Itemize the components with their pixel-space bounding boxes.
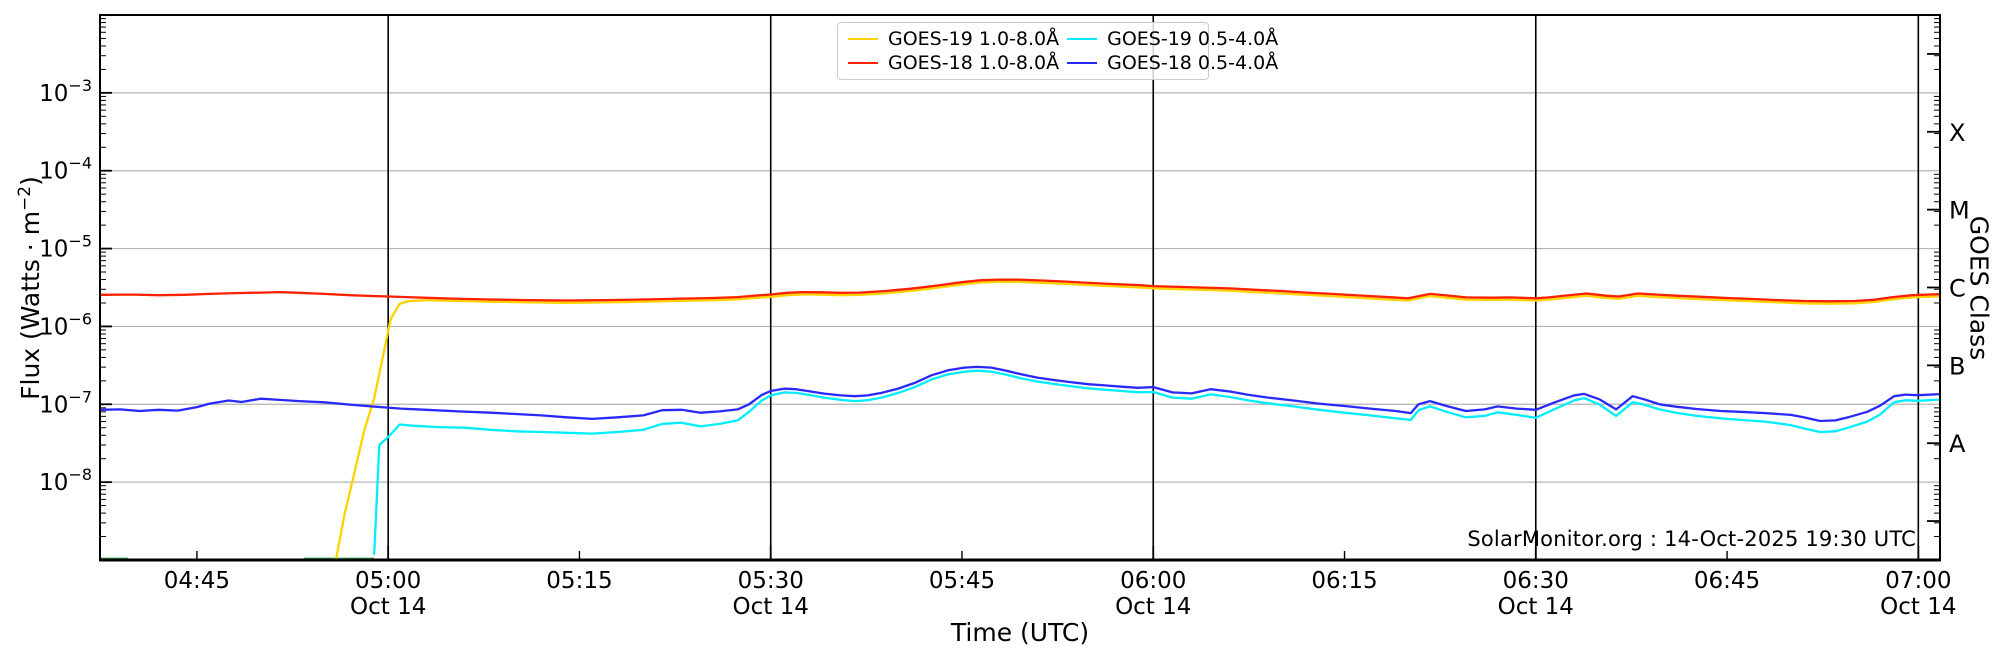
y-axis-title: Flux (Watts · m−2): [15, 176, 45, 400]
x-tick-label: 06:45: [1694, 568, 1760, 594]
x-tick-day-label: Oct 14: [1880, 594, 1956, 620]
source-timestamp-annotation: SolarMonitor.org : 14-Oct-2025 19:30 UTC: [1467, 527, 1916, 551]
x-tick-label: 05:45: [929, 568, 995, 594]
y-tick-label: 10−6: [39, 309, 92, 340]
series-path-goes18_long: [98, 278, 1942, 303]
right-axis-title: GOES Class: [1964, 215, 1994, 361]
x-tick-day-label: Oct 14: [733, 594, 809, 620]
legend-entry-goes18_long: GOES-18 1.0-8.0Å: [848, 52, 1059, 74]
x-tick-label: 06:30: [1503, 568, 1569, 594]
y-tick-label: 10−7: [39, 387, 92, 418]
series-path-goes19_short: [373, 369, 1942, 555]
x-tick-label: 06:00: [1120, 568, 1186, 594]
x-tick-label: 05:30: [738, 568, 804, 594]
x-tick-label: 05:15: [546, 568, 612, 594]
x-tick-day-label: Oct 14: [350, 594, 426, 620]
y-tick-label: 10−8: [39, 465, 92, 496]
goes-class-letter-B: B: [1949, 352, 1965, 380]
goes-class-letter-A: A: [1949, 430, 1966, 458]
legend-entry-goes18_short: GOES-18 0.5-4.0Å: [1067, 52, 1278, 74]
x-tick-label: 07:00: [1885, 568, 1951, 594]
x-axis-title: Time (UTC): [950, 618, 1090, 647]
y-tick-label: 10−3: [39, 76, 92, 107]
x-tick-label: 05:00: [355, 568, 421, 594]
x-tick-label: 04:45: [164, 568, 230, 594]
legend-swatch-goes19_long: [848, 38, 878, 40]
legend-swatch-goes18_long: [848, 62, 878, 64]
legend-label-goes18_short: GOES-18 0.5-4.0Å: [1107, 52, 1279, 74]
legend-label-goes19_long: GOES-19 1.0-8.0Å: [888, 28, 1060, 50]
legend-label-goes18_long: GOES-18 1.0-8.0Å: [888, 52, 1060, 74]
goes-class-letter-C: C: [1949, 275, 1966, 303]
y-axis-title-post: ): [16, 176, 46, 186]
goes-class-letter-M: M: [1949, 197, 1970, 225]
legend-swatch-goes18_short: [1067, 62, 1098, 64]
y-tick-label: 10−4: [39, 154, 92, 185]
plot-border: [99, 14, 1941, 561]
legend-entry-goes19_long: GOES-19 1.0-8.0Å: [848, 28, 1059, 50]
legend: GOES-19 1.0-8.0Å GOES-18 1.0-8.0Å GOES-19 …: [837, 22, 1278, 80]
y-axis-title-exponent: −2: [14, 185, 35, 211]
y-axis-title-pre: Flux (Watts · m: [16, 210, 46, 400]
x-tick-day-label: Oct 14: [1115, 594, 1191, 620]
series-path-goes18_short: [98, 365, 1942, 423]
legend-label-goes19_short: GOES-19 0.5-4.0Å: [1107, 28, 1279, 50]
legend-swatch-goes19_short: [1067, 38, 1098, 40]
x-tick-label: 06:15: [1311, 568, 1377, 594]
series-path-goes19_long: [334, 280, 1942, 562]
x-tick-day-label: Oct 14: [1498, 594, 1574, 620]
goes-class-letter-X: X: [1949, 119, 1965, 147]
y-tick-label: 10−5: [39, 232, 92, 263]
legend-entry-goes19_short: GOES-19 0.5-4.0Å: [1067, 28, 1278, 50]
